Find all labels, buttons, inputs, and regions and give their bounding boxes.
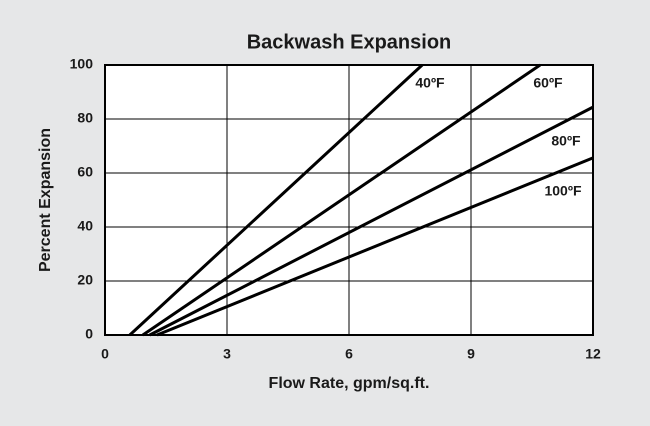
x-tick-label: 9 [467, 346, 475, 362]
y-tick-label: 60 [77, 164, 93, 180]
x-tick-label: 12 [585, 346, 601, 362]
x-tick-label: 0 [101, 346, 109, 362]
x-tick-label: 6 [345, 346, 353, 362]
y-tick-label: 100 [70, 56, 94, 72]
plot-border [104, 64, 594, 336]
y-tick-label: 20 [77, 272, 93, 288]
series-label: 60ºF [533, 75, 563, 91]
chart-title: Backwash Expansion [247, 31, 452, 53]
x-axis-label: Flow Rate, gpm/sq.ft. [269, 375, 430, 392]
line [141, 63, 541, 337]
x-tick-label: 3 [223, 346, 231, 362]
y-axis-label: Percent Expansion [37, 128, 54, 272]
line [149, 105, 594, 337]
y-tick-label: 0 [85, 326, 93, 342]
series-label: 40ºF [415, 75, 445, 91]
series-label: 100ºF [544, 183, 581, 199]
line [156, 156, 594, 337]
line [128, 63, 424, 337]
y-tick-label: 40 [77, 218, 93, 234]
y-tick-label: 80 [77, 110, 93, 126]
series-label: 80ºF [551, 133, 581, 149]
